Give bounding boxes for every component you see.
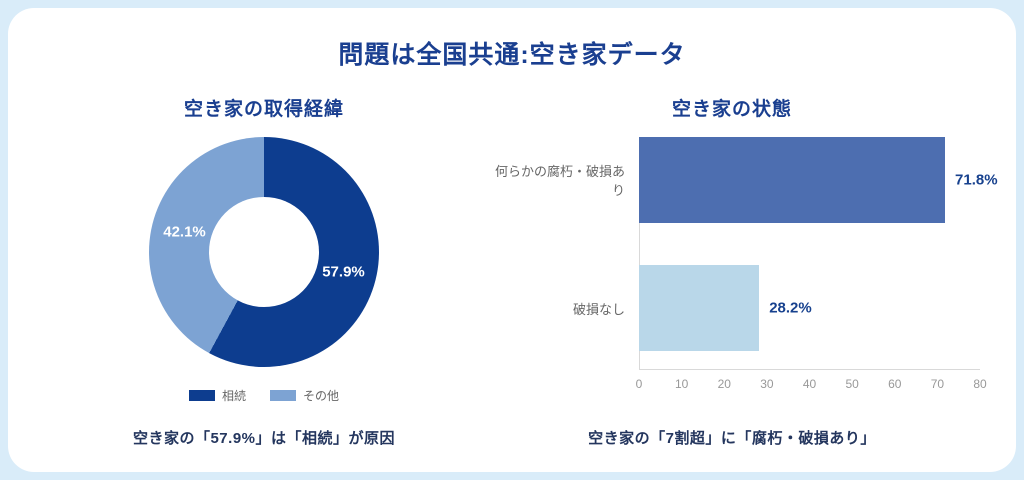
donut-hole [209, 197, 319, 307]
bar-track: 28.2% [639, 265, 980, 351]
x-tick-label: 30 [760, 377, 774, 391]
bar-chart: 何らかの腐朽・破損あり 71.8% 破損なし 28.2% 0 10 20 30 40 50 60 7… [484, 137, 998, 395]
pie-slice-label: 42.1% [163, 223, 206, 241]
pie-chart-title: 空き家の取得経緯 [183, 99, 344, 120]
x-tick-label: 60 [888, 377, 902, 391]
bar-fill [639, 265, 760, 351]
pie-slice-label: 57.9% [322, 263, 365, 281]
legend-swatch [188, 390, 215, 401]
x-axis-line [639, 369, 980, 370]
x-tick-label: 80 [973, 377, 987, 391]
bar-caption: 空き家の「7割超」に「腐朽・破損あり」 [588, 430, 876, 447]
bar-category-label: 破損なし [572, 301, 625, 317]
bar-rows: 何らかの腐朽・破損あり 71.8% 破損なし 28.2% [484, 137, 998, 351]
legend-swatch [270, 390, 296, 401]
bar-track: 71.8% [639, 137, 998, 223]
pie-section: 空き家の取得経緯 57.9% 42.1% 相続 その他 空き家の「57.9%」は「相… [44, 88, 484, 448]
x-tick-label: 50 [845, 377, 859, 391]
bar-row: 何らかの腐朽・破損あり 71.8% [484, 137, 998, 223]
donut-chart: 57.9% 42.1% [149, 137, 379, 367]
legend-label: その他 [303, 389, 340, 403]
infographic-card: 問題は全国共通:空き家データ 空き家の取得経緯 57.9% 42.1% 相続 その他… [8, 8, 1016, 472]
x-tick-label: 40 [802, 377, 817, 391]
bar-value-label: 71.8% [955, 171, 998, 189]
x-tick-label: 10 [674, 377, 689, 391]
bar-section: 空き家の状態 何らかの腐朽・破損あり 71.8% 破損なし 28.2% 0 10 20 30… [484, 88, 998, 448]
bar-fill [639, 137, 946, 223]
bar-row: 破損なし 28.2% [484, 265, 980, 351]
y-axis-line [639, 137, 640, 369]
x-axis-ticks: 0 10 20 30 40 50 60 70 80 [635, 377, 987, 395]
charts-row: 空き家の取得経緯 57.9% 42.1% 相続 その他 空き家の「57.9%」は「相… [8, 88, 1016, 448]
x-tick-label: 0 [635, 377, 643, 391]
legend-label: 相続 [221, 389, 246, 403]
legend-item: その他 [270, 387, 339, 404]
bar-category-label: 何らかの腐朽・破損あり [494, 164, 625, 198]
bar-value-label: 28.2% [769, 299, 812, 317]
x-tick-label: 70 [930, 377, 945, 391]
legend-item: 相続 [188, 387, 246, 404]
pie-caption: 空き家の「57.9%」は「相続」が原因 [132, 430, 396, 447]
pie-legend: 相続 その他 [44, 387, 484, 404]
x-tick-label: 20 [717, 377, 731, 391]
page-title: 問題は全国共通:空き家データ [338, 41, 686, 69]
bar-chart-title: 空き家の状態 [671, 99, 792, 120]
